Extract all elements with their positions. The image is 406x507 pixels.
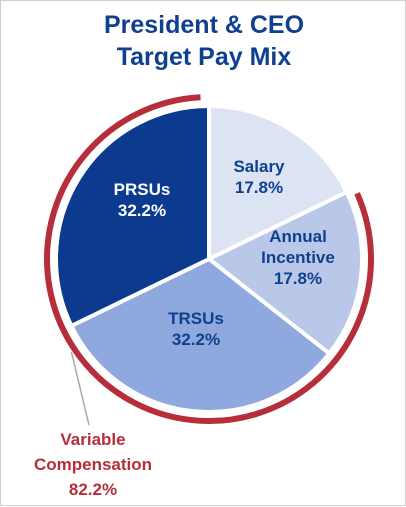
chart-title: President & CEO Target Pay Mix [1,9,406,73]
chart-title-line-1: President & CEO [103,11,305,39]
slice-value-trsus: 32.2% [172,330,220,349]
slice-label-trsus: TRSUs 32.2% [168,309,224,349]
variable-compensation-line-2: Compensation [33,455,153,474]
variable-compensation-label: Variable Compensation 82.2% [9,427,177,502]
pie-slice-annual-incentive [207,190,364,356]
slice-label-salary: Salary 17.8% [233,157,285,197]
variable-compensation-arc [44,94,374,424]
variable-compensation-value: 82.2% [68,480,118,499]
slice-name-trsus: TRSUs [168,309,224,328]
slice-value-salary: 17.8% [235,178,283,197]
slice-label-prsus: PRSUs 32.2% [114,180,171,220]
slice-value-annual-incentive: 17.8% [274,269,322,288]
slice-name-annual-incentive: Annual [269,227,327,246]
slice-label-annual-incentive: Annual Incentive 17.8% [261,227,335,288]
pie-slice-salary [207,104,349,261]
slice-name-salary: Salary [233,157,285,176]
slice-name-annual-incentive: Incentive [261,248,335,267]
pie-slices [54,104,364,414]
variable-compensation-leader-line [70,351,90,426]
slice-value-prsus: 32.2% [118,201,166,220]
slice-name-prsus: PRSUs [114,180,171,199]
pie-slice-trsus [69,257,332,414]
variable-compensation-line-1: Variable [60,430,126,449]
pie-slice-prsus [54,104,211,328]
chart-title-line-2: Target Pay Mix [116,43,292,71]
